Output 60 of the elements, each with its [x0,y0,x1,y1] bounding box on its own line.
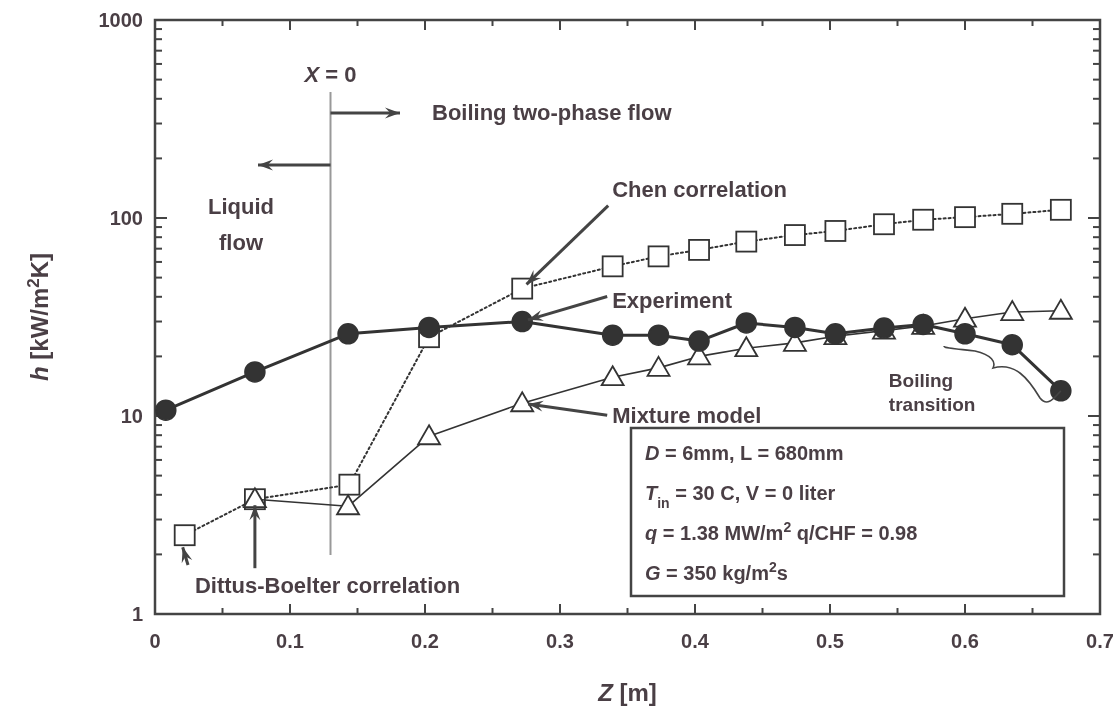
point [824,220,847,242]
point [155,399,177,421]
annotation: Boiling transition [888,369,976,415]
point [735,230,758,253]
annotation: Liquid flow [208,194,274,255]
point [601,255,624,278]
x-tick-label: 0.5 [816,630,844,652]
annotation: G = 350 kg/m$^{2}$s [645,559,788,584]
point [338,473,361,496]
x-tick-label: 0.2 [411,630,439,652]
annotation: Mixture model [612,403,762,429]
annotation: Experiment [612,287,733,313]
point [1001,202,1024,225]
x-tick-label: 0.3 [546,630,574,652]
point [1001,334,1023,356]
point [417,424,441,446]
point [418,316,440,339]
x-axis-title: Z [m] [597,679,657,706]
annotation: T$_{in}$ = 30 C, V = 0 liter [645,482,836,511]
x-tick-label: 0.6 [951,630,979,652]
annotation: Dittus-Boelter correlation [194,573,461,599]
point [647,324,670,346]
point [244,361,266,383]
point [600,365,625,387]
point [784,224,806,246]
annotation: D = 6mm, L = 680mm [645,442,844,464]
annotation: Boiling two-phase flow [432,100,673,125]
point [511,277,534,300]
point [784,316,806,339]
point [511,310,533,333]
point [1048,298,1073,320]
point [688,239,710,261]
point [510,391,535,413]
y-tick-label: 1000 [98,9,143,31]
point [954,323,976,345]
x-tick-label: 0.4 [681,630,710,652]
point [912,208,935,231]
x-tick-label: 0 [149,630,161,652]
point [336,494,360,516]
x-tick-label: 0.7 [1086,630,1113,652]
point [601,324,624,346]
annotation: Chen correlation [612,176,788,202]
annotation: q = 1.38 MW/m$^{2}$ q/CHF = 0.98 [645,519,918,544]
point [954,206,976,229]
ref-line-label: X = 0 [302,62,357,87]
point [1049,198,1072,221]
point [337,323,359,345]
point [1050,380,1072,402]
point [1000,300,1025,321]
y-tick-label: 100 [109,207,143,229]
point [646,355,671,377]
point [735,312,758,334]
point [173,524,196,547]
point [647,245,670,268]
y-tick-label: 10 [120,405,143,427]
x-tick-label: 0.1 [276,630,304,652]
y-tick-label: 1 [131,603,143,625]
point [873,213,895,236]
point [734,336,759,358]
point [688,330,710,352]
